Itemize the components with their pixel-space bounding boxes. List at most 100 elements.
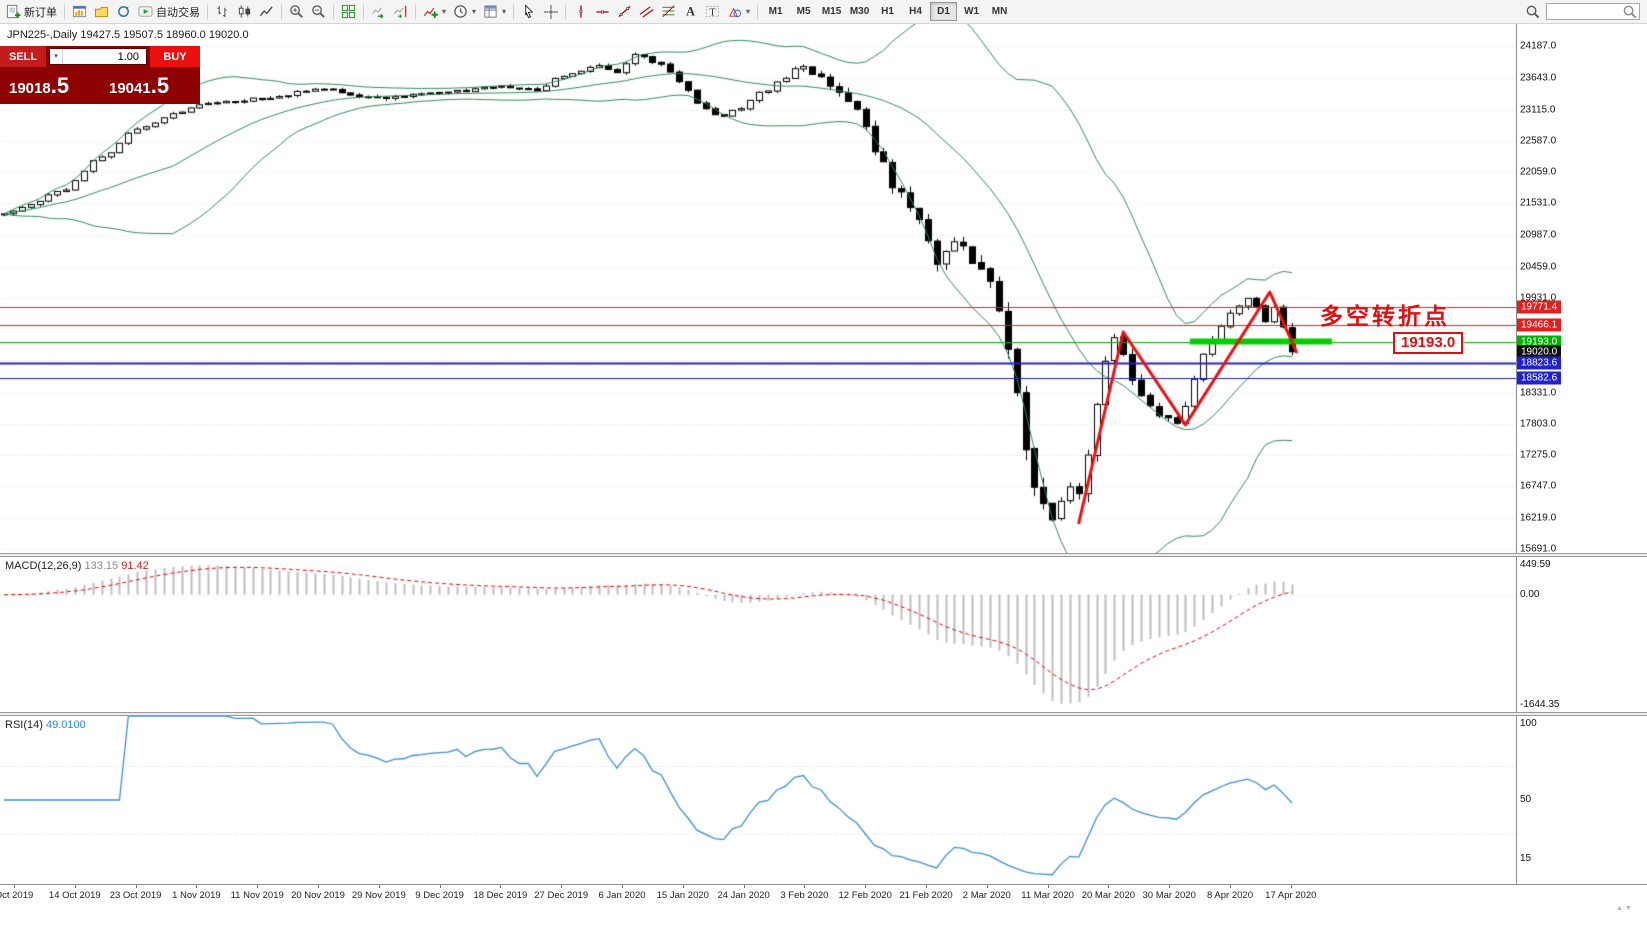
macd-axis: 449.59 0.00 -1644.35 [1517,557,1647,712]
timeframe-W1[interactable]: W1 [958,2,985,21]
chart-shift-button[interactable] [390,2,411,22]
price-axis-label: 15691.0 [1520,543,1557,555]
zoom-out-icon [311,4,326,19]
bar-chart-button[interactable] [212,2,233,22]
toolbar-separator [565,3,567,20]
date-label: 11 Mar 2020 [1021,890,1074,901]
trendline-button[interactable] [614,2,635,22]
price-axis-label: 19931.0 [1520,292,1557,304]
timeframe-M15[interactable]: M15 [818,2,845,21]
panel-splitter[interactable] [0,712,1647,716]
zoom-in-button[interactable] [286,2,307,22]
profiles-button[interactable] [91,2,112,22]
macd-name: MACD(12,26,9) [5,560,82,572]
dropdown-caret-icon: ▾ [746,7,751,16]
search-input[interactable] [1549,6,1620,17]
new-chart-icon [72,4,87,19]
sell-price-main: 19018 [9,79,51,97]
horizontal-line-icon [595,4,610,19]
date-label: 6 Jan 2020 [598,890,646,901]
volume-dropdown-icon[interactable]: ▾ [50,49,63,64]
zoom-out-button[interactable] [308,2,329,22]
line-chart-button[interactable] [256,2,277,22]
search-button[interactable] [1522,2,1543,22]
tile-windows-button[interactable] [338,2,359,22]
price-chart-canvas[interactable] [0,24,1516,553]
date-tick [743,885,745,888]
sell-button[interactable]: SELL [0,46,46,67]
date-label: 20 Mar 2020 [1081,890,1136,901]
buy-price[interactable]: 19041.5 [100,74,200,97]
date-label: 11 Nov 2019 [230,890,284,901]
date-tick [318,885,319,888]
price-axis: 24187.0 23643.0 23115.0 22587.0 22059.0 21531… [1517,24,1647,555]
candlestick-chart-button[interactable] [234,2,255,22]
price-chart-panel: JPN225-,Daily 19427.5 19507.5 18960.0 19… [0,24,1647,553]
date-label: 14 Oct 2019 [48,890,101,901]
date-label: 15 Jan 2020 [656,890,709,901]
vertical-line-button[interactable] [570,2,591,22]
new-chart-button[interactable] [69,2,90,22]
timeframe-H4[interactable]: H4 [902,2,929,21]
rsi-label: RSI(14) 49.0100 [5,719,86,731]
macd-axis-label: 0.00 [1520,588,1540,600]
sell-price[interactable]: 19018.5 [0,74,100,97]
horizontal-line-button[interactable] [592,2,613,22]
new-indicator-icon [423,4,438,19]
timeframe-M1[interactable]: M1 [762,2,789,21]
periods-button[interactable]: ▾ [450,2,479,22]
timeframe-H1[interactable]: H1 [874,2,901,21]
scroll-down-icon[interactable]: ▼ [1624,905,1632,912]
price-axis-label: 20459.0 [1520,261,1557,273]
date-label: 27 Dec 2019 [534,890,589,901]
price-axis-label: 17275.0 [1520,449,1557,461]
text-button[interactable]: A [680,2,701,22]
volume-field[interactable]: ▾ 1.00 [49,48,147,65]
shapes-button[interactable]: ▾ [724,2,753,22]
templates-button[interactable]: ▾ [480,2,509,22]
macd-label: MACD(12,26,9) 133.15 91.42 [5,560,149,572]
cursor-button[interactable] [518,2,539,22]
toolbar-separator [207,3,208,20]
panel-splitter[interactable] [0,553,1647,557]
date-tick [1047,885,1049,888]
auto-scroll-button[interactable] [368,2,389,22]
timeframe-M30[interactable]: M30 [846,2,873,21]
toolbar: 新订单 自动交易 ▾ ▾ ▾ A T ▾ M1 M5 M15 M30 H1 H4 D1 W1 MN [0,0,1647,24]
price-callout-box: 19193.0 [1393,332,1464,354]
price-axis-label: 16747.0 [1520,480,1557,492]
buy-button[interactable]: BUY [150,46,200,67]
macd-canvas[interactable] [0,557,1516,712]
date-label: 18 Dec 2019 [473,890,528,901]
equidistant-channel-button[interactable] [636,2,657,22]
turning-point-annotation: 多空转折点 [1320,304,1450,329]
search-icon [1525,4,1540,19]
quick-scroll-widget[interactable]: ▲ ▼ [1616,905,1632,912]
date-label: 9 Dec 2019 [415,890,464,901]
search-box[interactable] [1546,3,1640,20]
date-tick [1108,885,1110,888]
price-axis-label: 18331.0 [1520,387,1557,399]
rsi-value: 49.0100 [45,719,86,731]
volume-value[interactable]: 1.00 [117,50,139,63]
text-label-button[interactable]: T [702,2,723,22]
refresh-button[interactable] [113,2,134,22]
scroll-up-icon[interactable]: ▲ [1616,905,1623,912]
timeframe-D1[interactable]: D1 [930,2,958,21]
price-tag-19193.0: 19193.0 [1517,335,1562,349]
rsi-canvas[interactable] [0,716,1516,884]
crosshair-button[interactable] [540,2,561,22]
price-axis-label: 24187.0 [1520,40,1557,52]
date-tick [1230,885,1231,888]
date-tick [622,885,623,888]
macd-main-value: 133.15 [84,560,119,572]
indicators-button[interactable]: ▾ [420,2,449,22]
trendline-icon [617,4,632,19]
price-tag-18823.6: 18823.6 [1517,356,1562,370]
timeframe-MN[interactable]: MN [986,2,1013,21]
fibonacci-button[interactable] [658,2,679,22]
autotrading-button[interactable]: 自动交易 [135,2,203,22]
date-label: 12 Feb 2020 [838,890,892,901]
new-order-button[interactable]: 新订单 [3,2,60,22]
timeframe-M5[interactable]: M5 [790,2,817,21]
